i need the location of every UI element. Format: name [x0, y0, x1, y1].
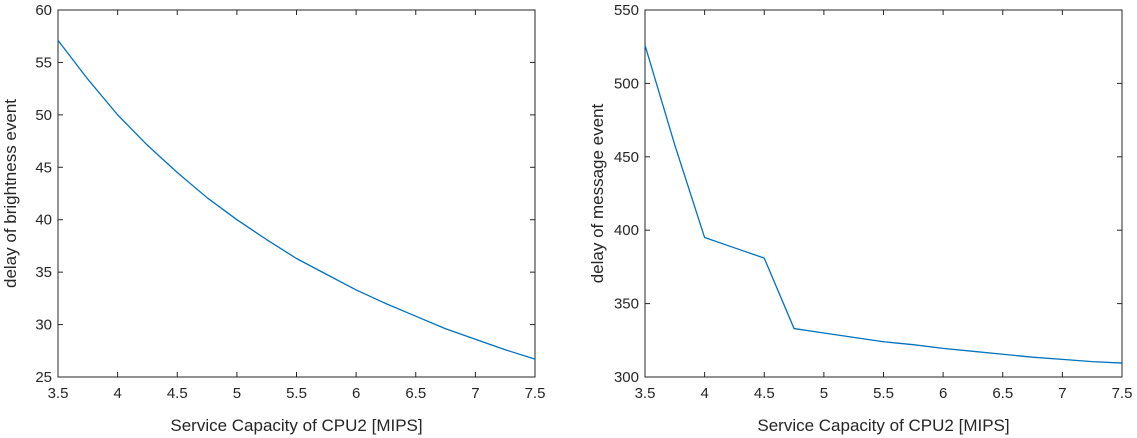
y-tick-label: 25 — [35, 369, 52, 386]
x-tick-label: 5 — [820, 385, 828, 402]
y-tick-label: 400 — [614, 222, 639, 239]
y-tick-label: 300 — [614, 369, 639, 386]
y-tick-label: 50 — [35, 107, 52, 124]
y-axis-label: delay of brightness event — [1, 99, 20, 288]
y-tick-label: 450 — [614, 149, 639, 166]
y-axis-label: delay of message event — [588, 103, 607, 283]
plot-area — [644, 9, 1123, 378]
x-tick-label: 7.5 — [1112, 385, 1133, 402]
y-tick-label: 350 — [614, 296, 639, 313]
x-tick-label: 3.5 — [635, 385, 656, 402]
chart-message-delay: 3.5 4 4.5 5 5.5 6 6.5 7 7.5 300 350 400 450 500 550 Ser… — [588, 2, 1132, 435]
y-tick-label: 30 — [35, 317, 52, 334]
x-tick-label: 7 — [471, 385, 479, 402]
x-tick-label: 5 — [233, 385, 241, 402]
series-line — [644, 45, 1123, 364]
plot-area — [57, 9, 536, 378]
y-tick-label: 500 — [614, 75, 639, 92]
x-tick-label: 5.5 — [286, 385, 307, 402]
x-tick-label: 6.5 — [992, 385, 1013, 402]
y-tick-label: 40 — [35, 212, 52, 229]
x-tick-label: 4.5 — [754, 385, 775, 402]
series-line — [57, 40, 536, 360]
y-tick-label: 35 — [35, 264, 52, 281]
x-tick-label: 4 — [700, 385, 708, 402]
x-axis-label: Service Capacity of CPU2 [MIPS] — [170, 416, 422, 435]
chart-brightness-delay: 3.5 4 4.5 5 5.5 6 6.5 7 7.5 25 30 35 40 45 50 55 60 Servi… — [1, 2, 545, 435]
x-tick-label: 3.5 — [48, 385, 69, 402]
x-tick-label: 6 — [939, 385, 947, 402]
y-tick-label: 55 — [35, 54, 52, 71]
y-tick-label: 45 — [35, 159, 52, 176]
x-tick-label: 6.5 — [405, 385, 426, 402]
x-tick-label: 4.5 — [167, 385, 188, 402]
y-tick-label: 550 — [614, 2, 639, 19]
x-tick-label: 7 — [1058, 385, 1066, 402]
x-tick-label: 5.5 — [873, 385, 894, 402]
x-axis-label: Service Capacity of CPU2 [MIPS] — [757, 416, 1009, 435]
x-tick-label: 6 — [352, 385, 360, 402]
y-tick-label: 60 — [35, 2, 52, 19]
x-tick-label: 7.5 — [525, 385, 546, 402]
x-tick-label: 4 — [113, 385, 121, 402]
